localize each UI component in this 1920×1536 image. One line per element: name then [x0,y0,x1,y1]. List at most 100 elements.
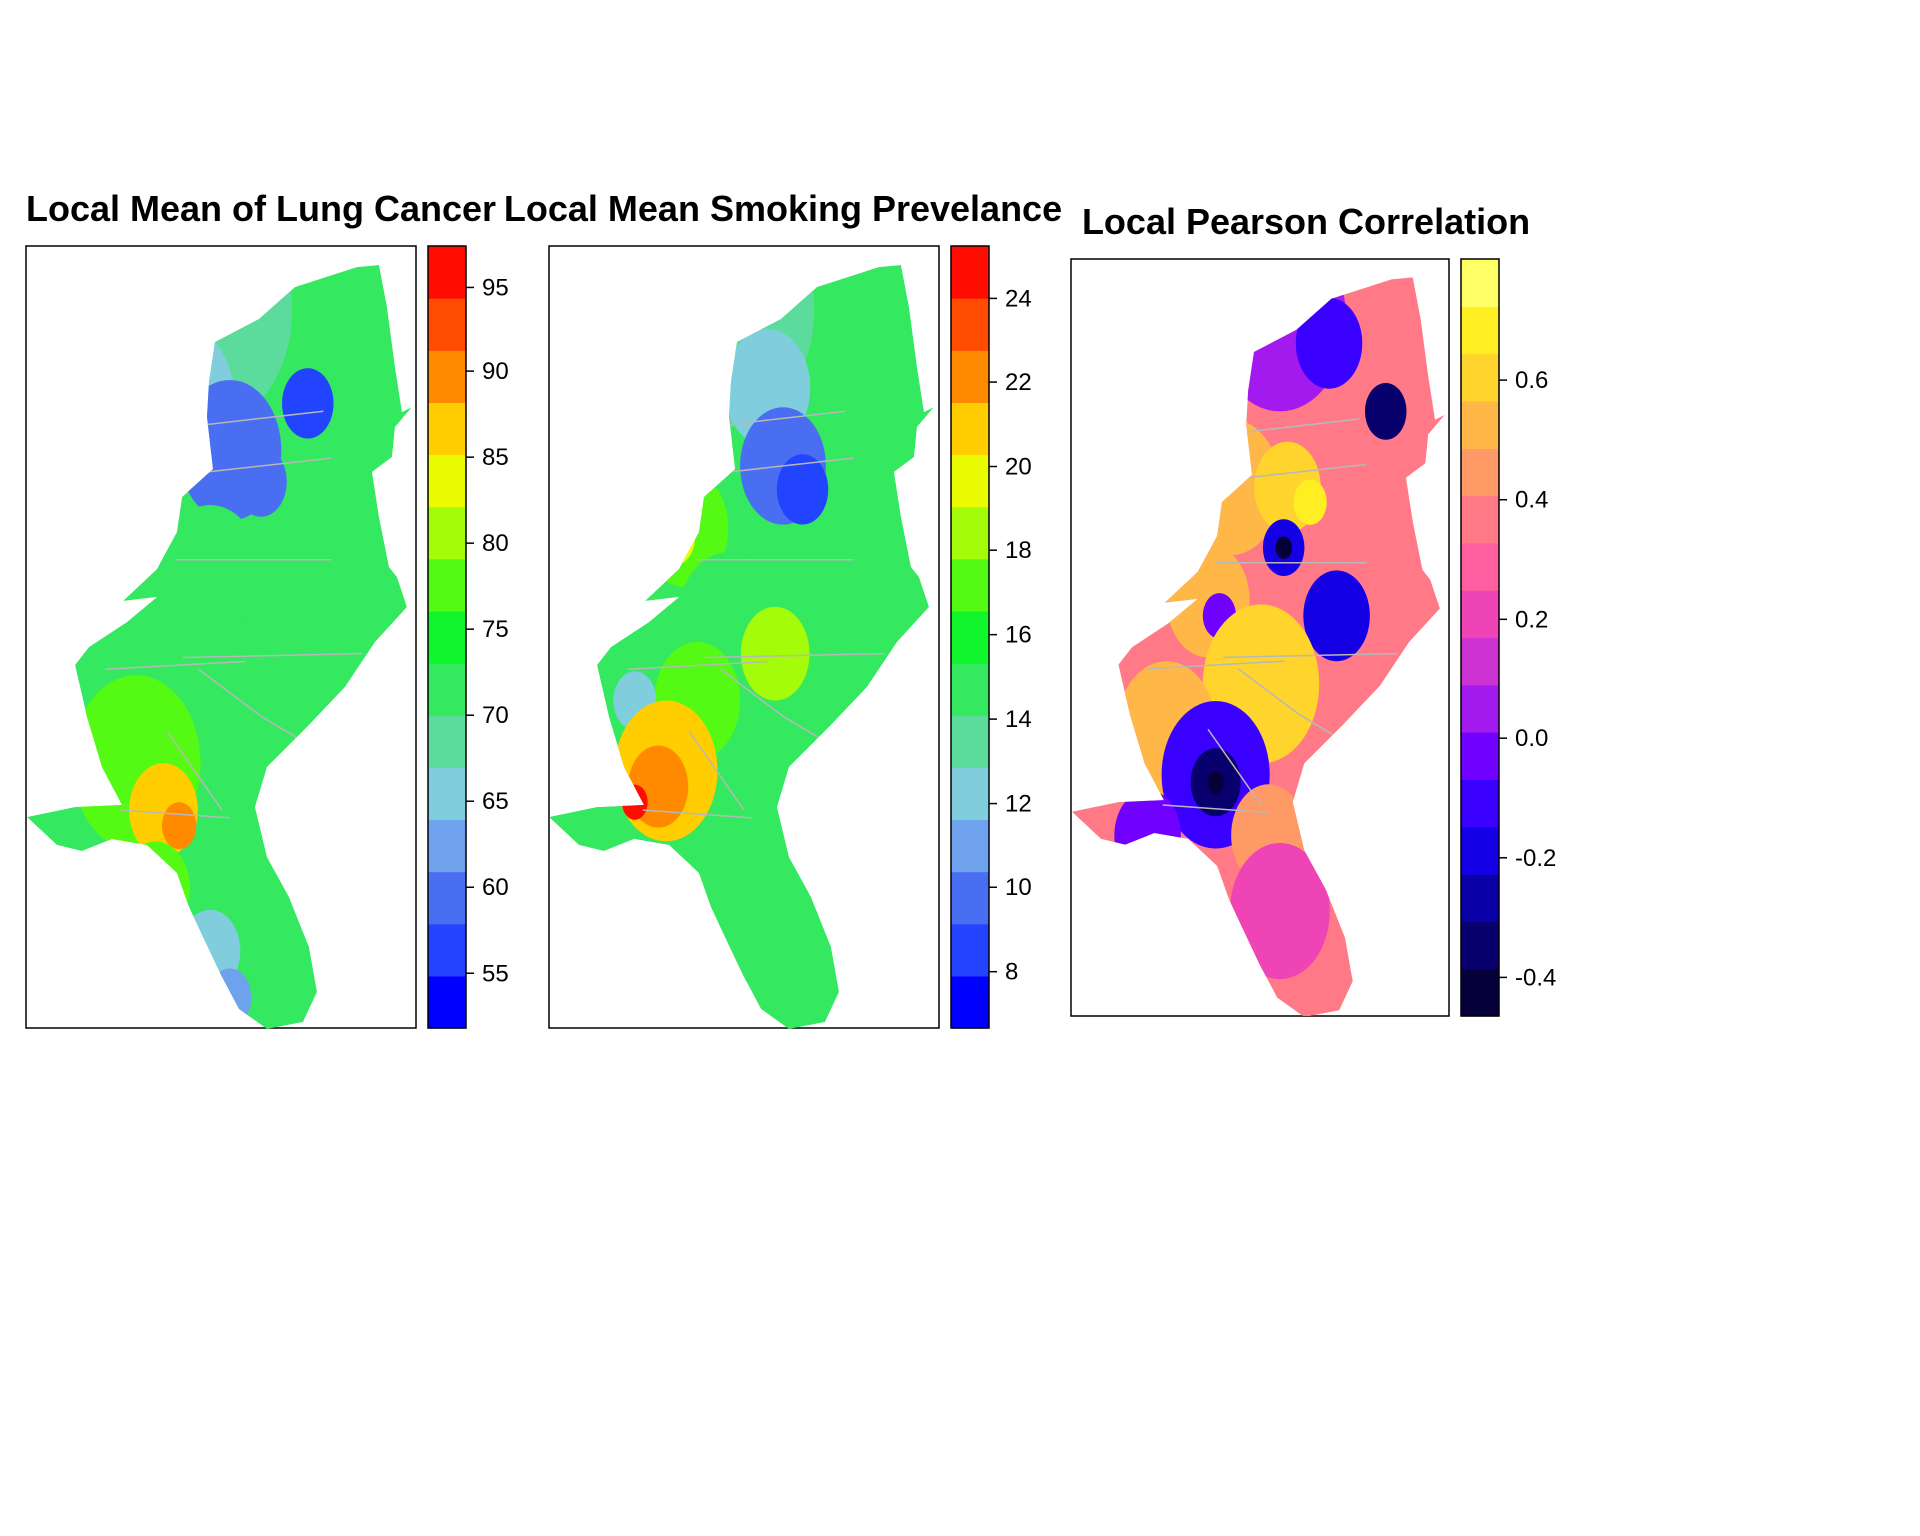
legend-color-bin [951,610,989,664]
state-border [104,660,246,671]
legend-tick-label: 18 [1005,537,1032,564]
legend-tick-label: 95 [482,274,509,301]
legend-color-bin [951,871,989,925]
legend-color-bin [951,767,989,821]
legend-color-bin [1461,448,1499,497]
legend-color-bin [951,819,989,873]
state-border [260,715,301,741]
state-border [1147,660,1284,670]
legend-color-bin [1461,542,1499,591]
region-fill [776,454,829,525]
legend-tick-label: 0.4 [1515,487,1548,514]
legend-tick-label: 20 [1005,454,1032,481]
legend-tick-label: 14 [1005,706,1032,733]
legend-color-bin [1461,495,1499,544]
state-borders [626,410,885,819]
legend-tick-label: 85 [482,444,509,471]
panel-title-smoking: Local Mean Smoking Prevelance [504,188,1062,229]
legend-color-bin [951,558,989,612]
state-borders [104,410,363,819]
state-border [626,660,768,671]
state-border [1226,418,1360,435]
legend-color-bin [1461,590,1499,639]
color-legend: 95 90 85 80 75 70 65 60 55 [427,245,509,1029]
region-fill [1303,570,1370,662]
legend-color-bin [1461,353,1499,402]
legend-tick-label: 12 [1005,791,1032,818]
legend-color-bin [951,506,989,560]
legend-color-bin [428,246,466,299]
legend-color-bin [951,454,989,508]
choropleth-map [1072,277,1449,1016]
legend-tick-label: 24 [1005,285,1032,312]
region-fill [1295,297,1363,389]
legend-color-bin [428,975,466,1029]
panel-smoking: Local Mean Smoking Prevelance 24 22 20 18 16… [504,188,1062,1029]
state-border [708,410,846,428]
legend-color-bin [428,715,466,768]
state-border [1230,463,1367,481]
legend-color-bin [1461,684,1499,733]
region-fill [1364,383,1407,440]
state-borders [1147,418,1398,814]
legend-color-bin [428,663,466,716]
region-fill [161,802,197,850]
legend-tick-label: 0.6 [1515,367,1548,394]
state-border [1298,713,1337,738]
legend-tick-label: 70 [482,702,509,729]
state-border [782,715,823,741]
state-border [720,668,784,717]
legend-color-bin [1461,779,1499,828]
legend-tick-label: 90 [482,358,509,385]
legend-color-bin [951,715,989,768]
state-border [1207,728,1262,806]
legend-color-bin [1461,400,1499,449]
state-border [198,668,262,717]
legend-tick-label: 65 [482,788,509,815]
legend-color-bin [1461,306,1499,355]
legend-color-bin [428,819,466,873]
region-fill [1230,842,1330,980]
legend-color-bin [951,350,989,403]
legend-color-bin [428,871,466,925]
region-fill [740,606,810,701]
state-border [1162,804,1269,814]
legend-color-bin [428,610,466,664]
legend-color-bin [428,558,466,612]
legend-color-bin [951,975,989,1029]
legend-color-bin [951,663,989,716]
legend-tick-label: 22 [1005,369,1032,396]
panel-lung: Local Mean of Lung Cancer 95 90 85 80 75 70 65… [25,188,509,1029]
state-border [120,809,230,819]
legend-color-bin [1461,921,1499,970]
legend-color-bin [428,767,466,821]
region-fill [282,368,334,439]
legend-color-bin [428,350,466,403]
legend-frame [950,245,990,1029]
region-fill [1293,479,1327,525]
legend-tick-label: -0.4 [1515,964,1556,991]
state-border [190,457,332,475]
legend-color-bin [951,298,989,351]
legend-tick-label: 55 [482,960,509,987]
state-border [182,652,363,659]
legend-color-bin [1461,826,1499,875]
legend-tick-label: 8 [1005,959,1018,986]
legend-tick-label: 0.2 [1515,606,1548,633]
legend-tick-label: 60 [482,874,509,901]
state-border [712,457,854,475]
panel-corr: Local Pearson Correlation 0.6 0.4 0.2 0.0 -0… [1070,201,1556,1017]
legend-color-bin [1461,259,1499,307]
color-legend: 24 22 20 18 16 14 12 10 8 [950,245,1032,1029]
legend-color-bin [428,454,466,508]
legend-color-bin [428,402,466,456]
legend-color-bin [951,246,989,299]
legend-tick-label: 80 [482,530,509,557]
state-border [642,809,752,819]
legend-color-bin [428,298,466,351]
panel-title-corr: Local Pearson Correlation [1082,201,1530,242]
legend-color-bin [1461,968,1499,1017]
state-border [1223,652,1398,659]
region-fill [1207,770,1224,794]
